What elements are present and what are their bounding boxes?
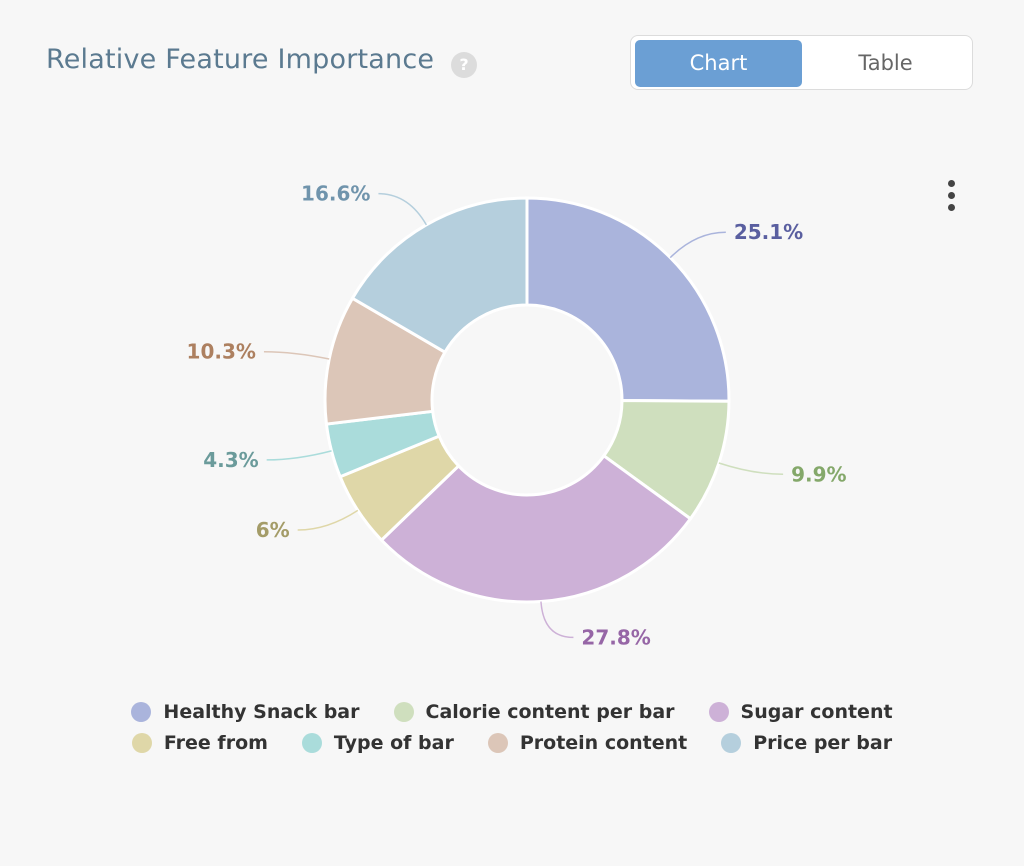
view-toggle: Chart Table — [630, 35, 973, 90]
menu-dot — [948, 204, 955, 211]
chart-view-button[interactable]: Chart — [635, 40, 802, 87]
legend-label: Type of bar — [333, 731, 454, 754]
legend-row: Healthy Snack bar Calorie content per bar… — [0, 696, 1024, 727]
legend-swatch — [301, 732, 322, 753]
table-view-button[interactable]: Table — [858, 51, 913, 75]
pie-slice[interactable] — [379, 453, 693, 604]
donut-chart: 25.1% 9.9% 27.8% 6% 4.3% 10.3% 16.6% — [187, 182, 847, 650]
legend-item[interactable]: Calorie content per bar — [393, 700, 675, 723]
legend-label: Calorie content per bar — [425, 700, 675, 723]
legend-label: Free from — [163, 731, 268, 754]
data-label: 10.3% — [187, 340, 256, 364]
menu-dot — [948, 192, 955, 199]
leader-line — [297, 509, 359, 531]
legend-swatch — [487, 732, 508, 753]
leader-line — [378, 192, 428, 226]
leader-line — [263, 350, 330, 360]
legend-label: Healthy Snack bar — [163, 700, 360, 723]
legend-label: Sugar content — [740, 700, 893, 723]
more-vertical-icon[interactable] — [938, 178, 964, 212]
help-icon[interactable]: ? — [451, 52, 477, 78]
legend-item[interactable]: Healthy Snack bar — [131, 700, 360, 723]
legend-swatch — [721, 732, 742, 753]
data-label: 27.8% — [581, 625, 650, 649]
legend-swatch — [131, 701, 152, 722]
data-label: 16.6% — [301, 182, 370, 206]
pie-slice[interactable] — [525, 196, 731, 403]
legend-swatch — [708, 701, 729, 722]
data-label: 4.3% — [203, 448, 258, 472]
legend-swatch — [131, 732, 152, 753]
legend-item[interactable]: Protein content — [487, 731, 688, 754]
legend-row: Free from Type of bar Protein content Price… — [0, 727, 1024, 758]
legend-item[interactable]: Price per bar — [721, 732, 892, 754]
legend-item[interactable]: Free from — [131, 731, 268, 754]
page-title: Relative Feature Importance — [46, 44, 435, 75]
menu-dot — [948, 180, 955, 187]
leader-line — [266, 450, 332, 461]
legend-swatch — [393, 701, 414, 722]
data-label: 9.9% — [791, 462, 846, 486]
leader-line — [718, 462, 784, 476]
data-label: 6% — [256, 518, 290, 542]
legend-label: Price per bar — [753, 731, 893, 754]
chart-legend: Healthy Snack bar Calorie content per bar… — [0, 696, 1024, 758]
legend-item[interactable]: Sugar content — [708, 700, 893, 723]
leader-line — [540, 601, 574, 639]
leader-line — [669, 231, 726, 259]
legend-item[interactable]: Type of bar — [301, 731, 454, 754]
legend-label: Protein content — [519, 731, 688, 754]
pie-slice[interactable] — [350, 196, 529, 355]
data-label: 25.1% — [734, 220, 803, 244]
